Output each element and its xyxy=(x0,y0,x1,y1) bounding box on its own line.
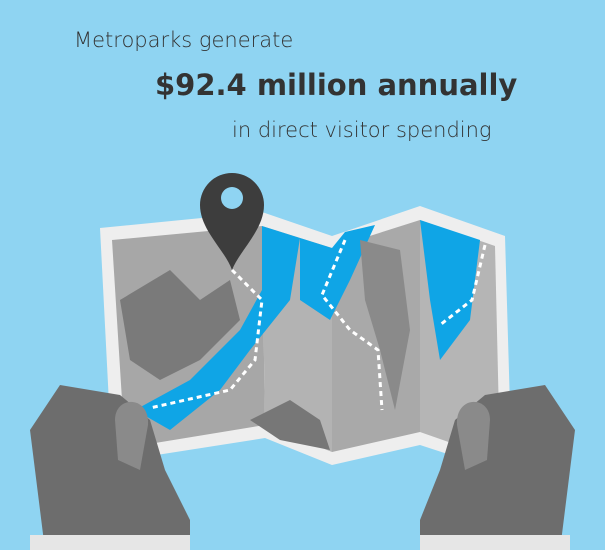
map-pin-hole xyxy=(221,187,243,209)
left-thumb xyxy=(115,401,149,470)
water xyxy=(135,226,300,430)
trail xyxy=(320,239,384,411)
terrain xyxy=(360,240,410,410)
right-sleeve xyxy=(420,535,570,550)
trail xyxy=(149,268,264,410)
water xyxy=(300,225,375,320)
headline-figure: $92.4 million annually xyxy=(155,68,518,102)
headline-intro: Metroparks generate xyxy=(74,28,294,52)
headline-outro: in direct visitor spending xyxy=(232,118,492,142)
terrain xyxy=(250,400,330,450)
right-thumb xyxy=(456,401,490,470)
map-pin xyxy=(200,173,264,270)
trail xyxy=(439,244,487,327)
terrain xyxy=(120,270,240,380)
left-sleeve xyxy=(30,535,190,550)
water xyxy=(420,220,480,360)
left-hand xyxy=(30,385,190,550)
